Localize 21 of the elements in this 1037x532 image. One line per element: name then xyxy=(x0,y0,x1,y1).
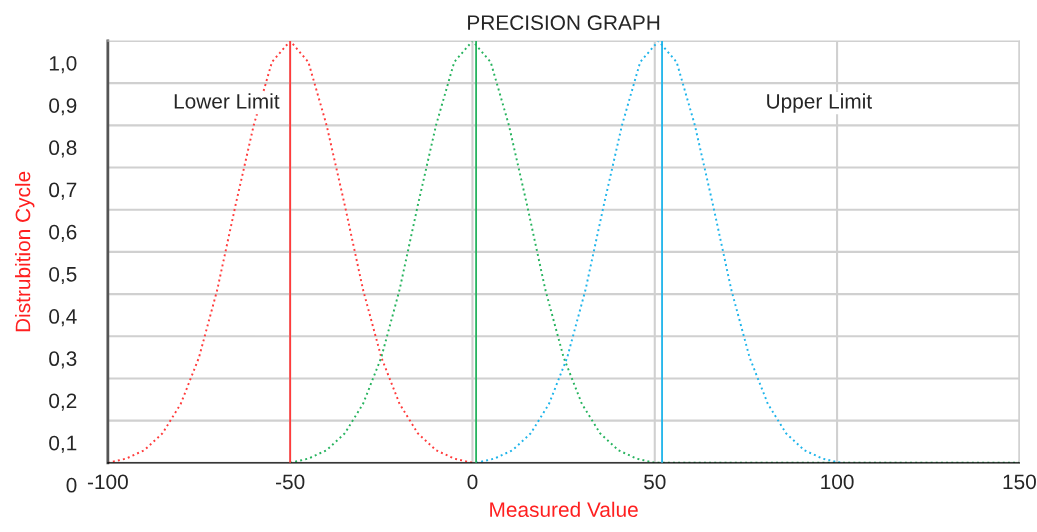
y-tick-label: 0,5 xyxy=(49,266,77,285)
y-tick-label: 0,8 xyxy=(49,140,77,158)
y-axis-title: Distrubition Cycle xyxy=(15,171,35,332)
y-tick-label: 1,0 xyxy=(49,55,77,74)
y-tick-label: 0,1 xyxy=(49,435,77,453)
annotation: Lower Limit xyxy=(174,93,280,109)
x-tick-label: 50 xyxy=(644,474,666,490)
x-tick-label: 0 xyxy=(467,474,478,490)
y-tick-label: 0,4 xyxy=(49,309,77,327)
y-tick-label: 0,7 xyxy=(49,182,77,200)
x-tick-label: 100 xyxy=(821,474,854,490)
y-tick-label: 0,2 xyxy=(49,393,77,411)
x-tick-label: -50 xyxy=(276,474,305,490)
x-tick-label: 150 xyxy=(1003,474,1036,490)
y-tick-label: 0,6 xyxy=(49,224,77,242)
annotation: Upper Limit xyxy=(767,93,872,113)
chart-title: PRECISION GRAPH xyxy=(468,15,660,31)
y-tick-label: 0,3 xyxy=(49,351,77,369)
x-axis-title: Measured Value xyxy=(490,501,638,518)
y-tick-label: 0,9 xyxy=(49,98,77,116)
x-tick-label: -100 xyxy=(87,474,128,490)
